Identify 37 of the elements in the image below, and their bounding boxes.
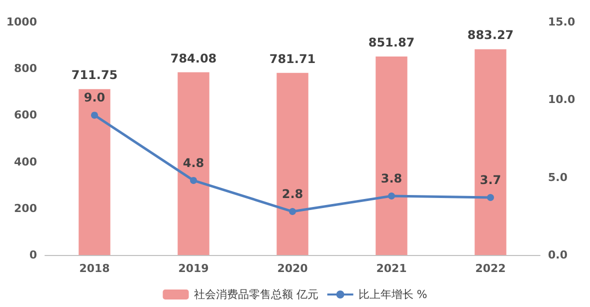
data-label: 9.0 [84, 90, 106, 105]
legend-label: 比上年增长 % [358, 288, 428, 301]
x-tick-label: 2021 [376, 262, 407, 275]
data-label: 2.8 [282, 187, 304, 202]
point [91, 112, 98, 119]
point [289, 208, 296, 216]
x-tick-label: 2019 [178, 262, 209, 275]
y-tick-label: 600 [14, 108, 38, 122]
bar [78, 89, 110, 255]
data-label: 883.27 [467, 28, 514, 42]
bar [178, 72, 210, 255]
data-label: 851.87 [368, 36, 415, 50]
data-label: 784.08 [170, 51, 217, 66]
legend-label: 社会消费品零售总额 亿元 [194, 288, 318, 301]
y2-tick-label: 10.0 [548, 93, 576, 106]
x-tick-label: 2018 [79, 262, 110, 275]
data-label: 3.8 [380, 171, 402, 186]
data-label: 3.7 [480, 173, 502, 188]
x-tick-label: 2022 [475, 262, 506, 275]
y-tick-label: 200 [14, 202, 38, 215]
y-tick-label: 0 [29, 248, 38, 262]
data-label: 711.75 [71, 68, 118, 82]
bar [376, 56, 408, 255]
bar [276, 72, 308, 255]
point [388, 192, 395, 200]
y2-tick-label: 5.0 [548, 170, 568, 184]
y2-tick-label: 15.0 [548, 16, 576, 28]
bar [474, 49, 506, 255]
data-label: 4.8 [182, 156, 204, 170]
y-tick-label: 400 [14, 155, 38, 168]
point [190, 176, 197, 184]
y2-tick-label: 0.0 [548, 248, 568, 262]
y-tick-label: 1000 [6, 16, 38, 28]
point [487, 194, 494, 202]
y-tick-label: 800 [14, 62, 38, 76]
data-label: 781.71 [269, 52, 316, 66]
x-tick-label: 2020 [277, 262, 308, 275]
